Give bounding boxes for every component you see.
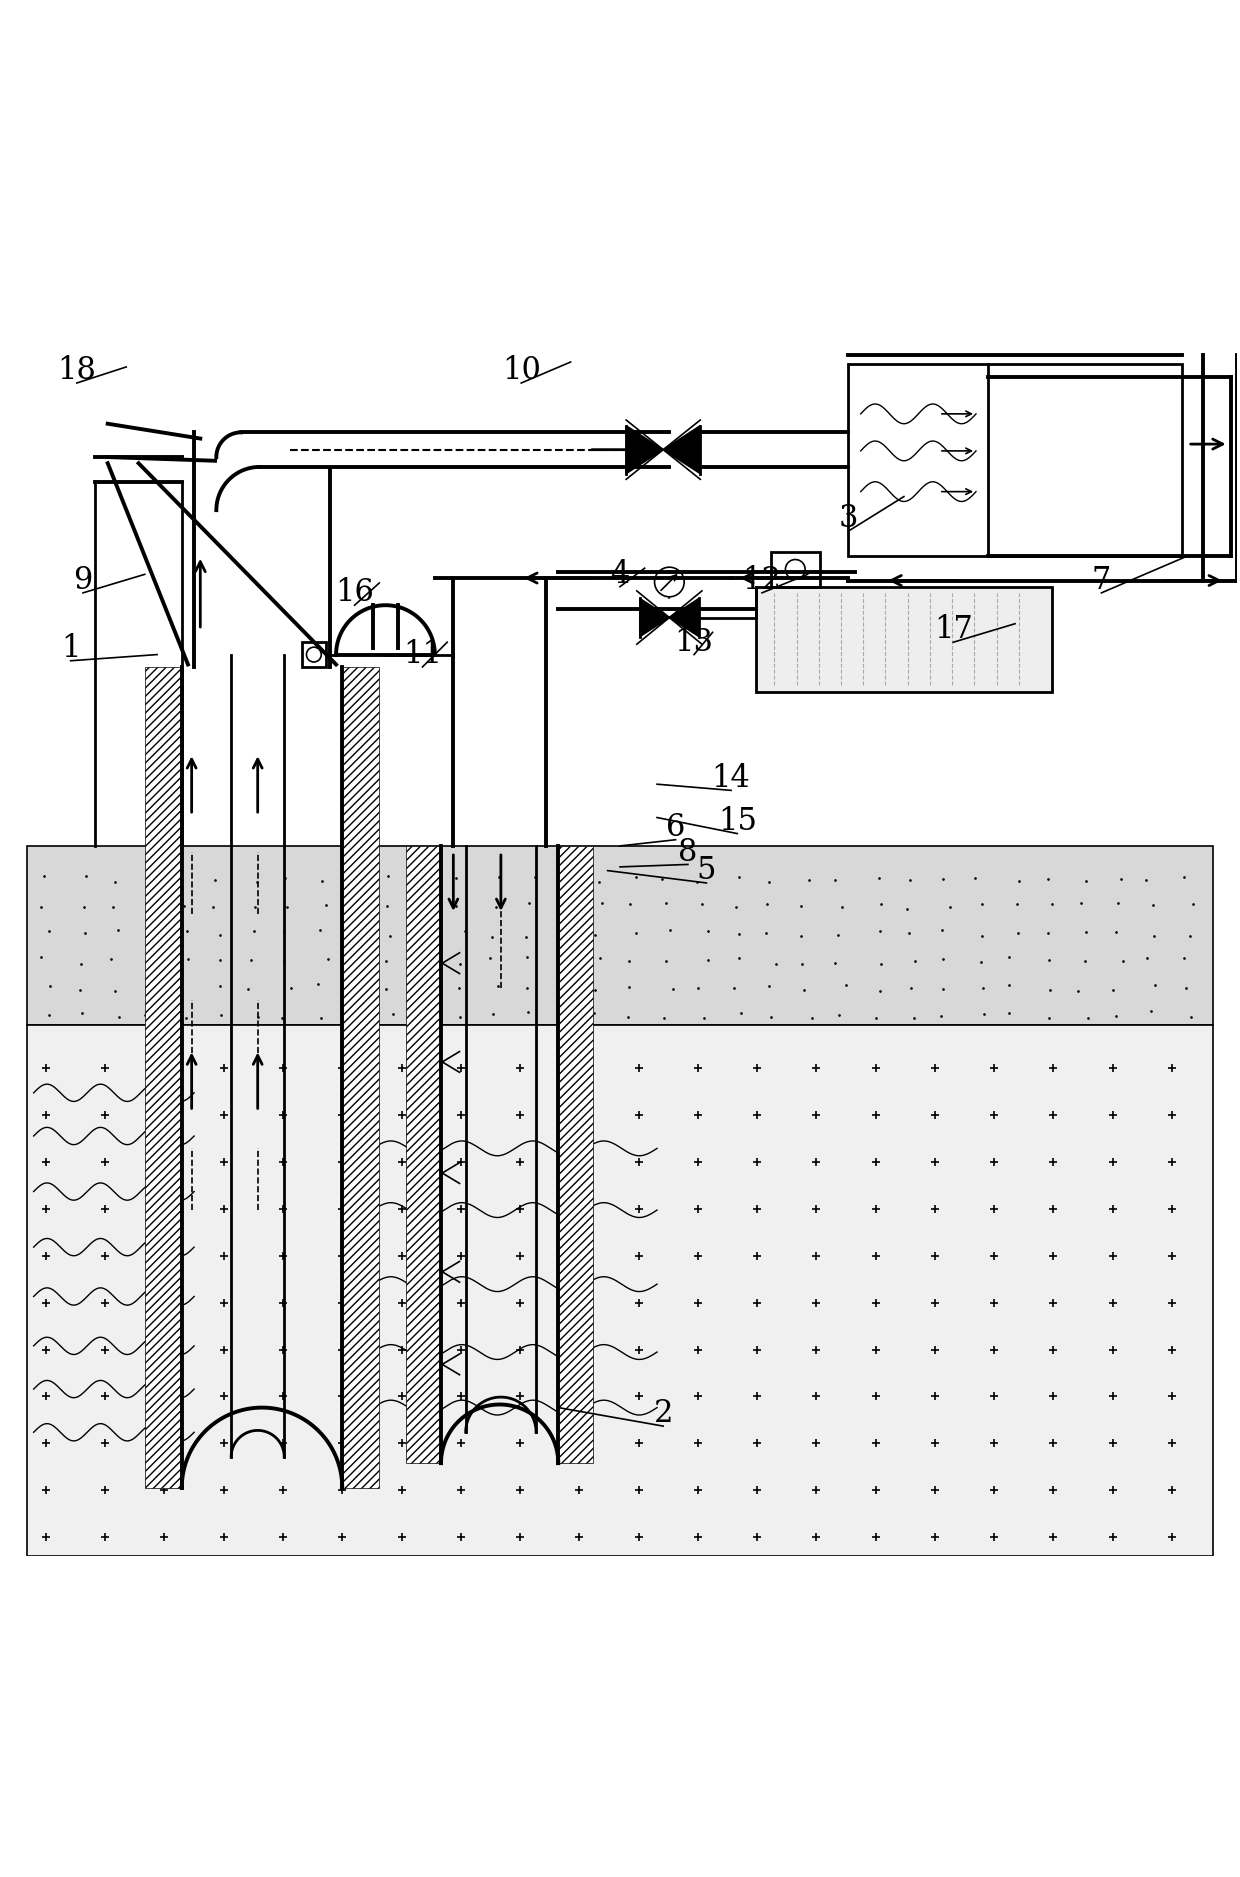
Polygon shape <box>342 666 379 1488</box>
Polygon shape <box>558 847 593 1464</box>
Text: 1: 1 <box>61 633 81 664</box>
Polygon shape <box>407 847 441 1464</box>
Polygon shape <box>27 1025 1213 1556</box>
Polygon shape <box>670 599 699 636</box>
Polygon shape <box>27 847 1213 1025</box>
Polygon shape <box>626 426 663 473</box>
Text: 12: 12 <box>743 565 781 597</box>
Text: 13: 13 <box>675 627 713 657</box>
Text: 10: 10 <box>502 355 541 387</box>
Text: 5: 5 <box>697 856 717 886</box>
Bar <box>756 588 1052 691</box>
Bar <box>770 552 820 588</box>
Polygon shape <box>640 599 670 636</box>
Polygon shape <box>663 426 701 473</box>
Text: 8: 8 <box>678 837 698 867</box>
Text: 3: 3 <box>838 503 858 535</box>
Text: 4: 4 <box>610 559 630 589</box>
Text: 18: 18 <box>57 355 97 387</box>
Bar <box>848 364 1182 556</box>
Text: 7: 7 <box>1091 565 1111 597</box>
Text: 15: 15 <box>718 805 756 837</box>
Text: 6: 6 <box>666 813 686 843</box>
Text: 14: 14 <box>712 762 750 794</box>
Text: 11: 11 <box>403 638 441 670</box>
Bar <box>301 642 326 666</box>
Text: 16: 16 <box>335 578 374 608</box>
Text: 9: 9 <box>73 565 93 597</box>
Text: 2: 2 <box>653 1398 673 1428</box>
Polygon shape <box>145 666 182 1488</box>
Text: 17: 17 <box>934 614 972 646</box>
